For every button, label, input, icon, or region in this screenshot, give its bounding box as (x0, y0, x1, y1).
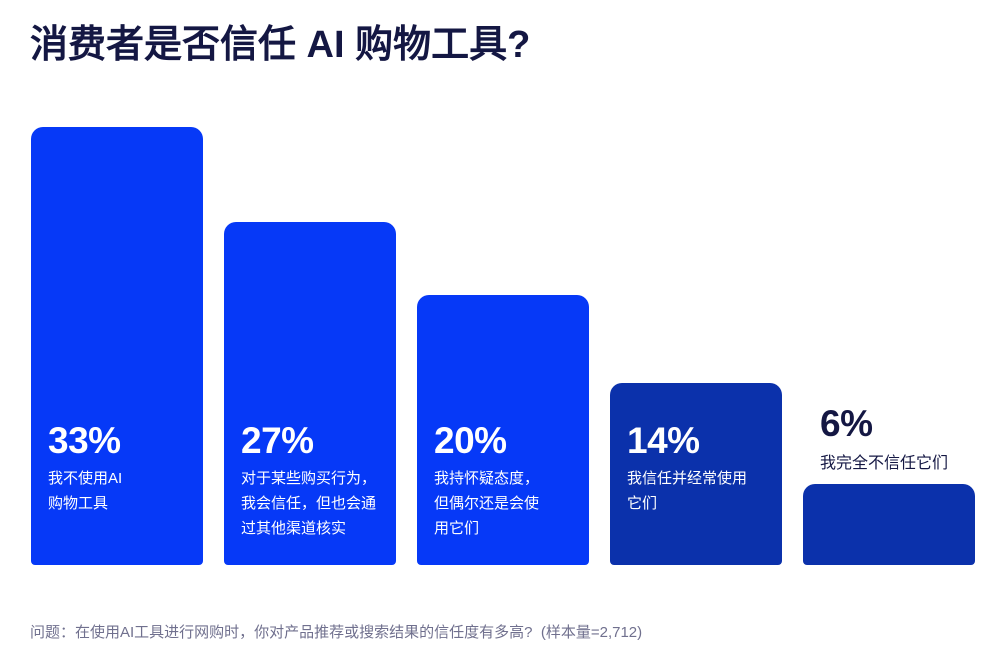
bar-value-label: 27% (241, 420, 314, 461)
bar-category-label: 我不使用AI 购物工具 (48, 470, 123, 512)
bar-2 (224, 222, 396, 565)
survey-question-note: 问题：在使用AI工具进行网购时，你对产品推荐或搜索结果的信任度有多高? (样本量… (30, 624, 643, 641)
bar-category-label: 我信任并经常使用 它们 (627, 470, 748, 512)
bar-category-label: 对于某些购买行为， 我会信任，但也会通 过其他渠道核实 (241, 470, 377, 537)
bar-value-label: 6% (820, 403, 873, 444)
bar-value-label: 33% (48, 420, 121, 461)
bar-value-label: 14% (627, 420, 700, 461)
bar-value-label: 20% (434, 420, 507, 461)
bar-4 (610, 383, 782, 565)
bar-5 (803, 484, 975, 565)
bar-category-label: 我完全不信任它们 (820, 455, 949, 472)
chart-title: 消费者是否信任 AI 购物工具? (30, 24, 531, 66)
bar-3 (417, 295, 589, 565)
bar-1 (31, 127, 203, 565)
bar-category-label: 我持怀疑态度， 但偶尔还是会使 用它们 (434, 470, 540, 537)
